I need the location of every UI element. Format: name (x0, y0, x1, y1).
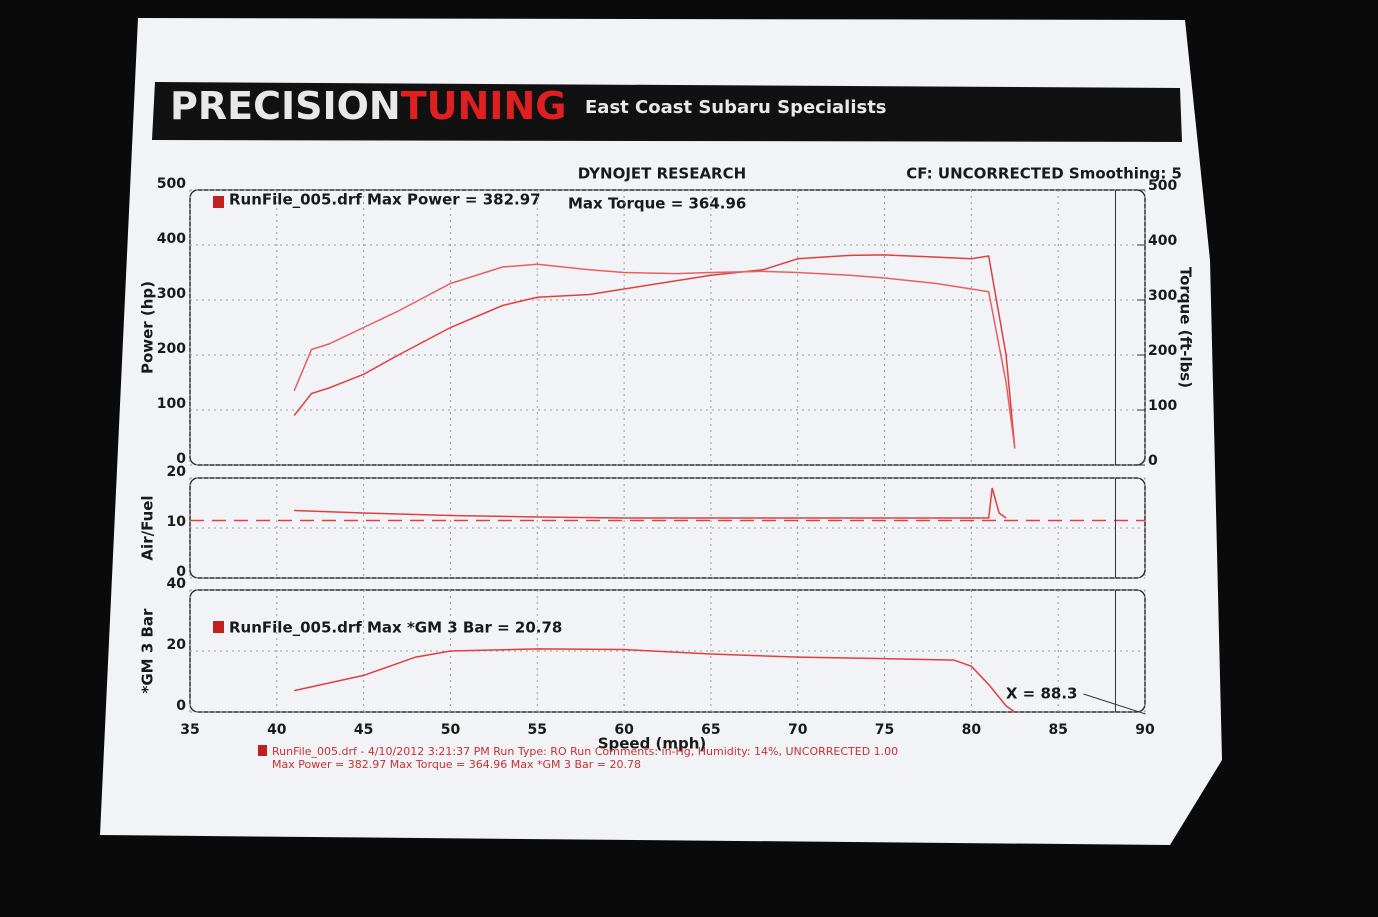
y-tick-label: 0 (176, 564, 186, 580)
y-tick-label: 0 (176, 451, 186, 467)
footer: Max Power = 382.97 Max Torque = 364.96 M… (272, 758, 641, 771)
y-tick-label: 20 (167, 464, 187, 480)
y-tick-label: 20 (167, 637, 187, 653)
tagline: East Coast Subaru Specialists (585, 97, 887, 118)
legend-text: RunFile_005.drf Max Power = 382.97 (229, 191, 541, 209)
paper (100, 18, 1222, 845)
x-tick-label: 65 (701, 722, 720, 738)
annotation: CF: UNCORRECTED Smoothing: 5 (906, 165, 1182, 183)
x-axis-label: Speed (mph) (598, 735, 707, 753)
y-tick-label: 10 (167, 514, 187, 530)
brand: PRECISIONTUNING (170, 84, 566, 128)
series-line (294, 648, 1016, 713)
chart-title: DYNOJET RESEARCH (578, 165, 746, 183)
x-tick-label: 60 (614, 722, 634, 738)
series-line (293, 263, 1016, 449)
legend-swatch (213, 621, 224, 633)
legend-text: Max Torque = 364.96 (568, 195, 746, 213)
series-line (294, 487, 1007, 519)
cursor-pointer (1083, 693, 1146, 715)
y2-tick-label: 400 (1148, 233, 1177, 249)
y-tick-label: 40 (167, 576, 187, 592)
x-tick-label: 35 (180, 722, 199, 738)
y-tick-label: 400 (157, 231, 186, 247)
banner (152, 82, 1182, 142)
y-tick-label: 100 (157, 396, 186, 412)
x-tick-label: 55 (528, 722, 547, 738)
y-axis-label: *GM 3 Bar (139, 608, 157, 694)
y2-tick-label: 500 (1148, 178, 1177, 194)
y-tick-label: 0 (176, 698, 186, 714)
y2-tick-label: 300 (1148, 288, 1177, 304)
x-tick-label: 80 (962, 722, 982, 738)
x-tick-label: 90 (1135, 722, 1155, 738)
legend-text: RunFile_005.drf Max *GM 3 Bar = 20.78 (229, 619, 562, 637)
x-tick-label: 85 (1048, 722, 1067, 738)
y2-tick-label: 0 (1148, 453, 1158, 469)
footer: RunFile_005.drf - 4/10/2012 3:21:37 PM R… (272, 745, 898, 758)
cursor-label: X = 88.3 (1006, 685, 1078, 703)
x-tick-label: 40 (267, 722, 287, 738)
y2-tick-label: 200 (1148, 343, 1177, 359)
footer-swatch (258, 745, 267, 756)
y2-tick-label: 100 (1148, 398, 1177, 414)
legend-swatch (213, 196, 224, 208)
y-tick-label: 300 (157, 286, 186, 302)
x-tick-label: 70 (788, 722, 808, 738)
series-line (293, 254, 1016, 449)
x-tick-label: 50 (441, 722, 461, 738)
y2-axis-label: Torque (ft-lbs) (1177, 267, 1195, 388)
y-axis-label: Air/Fuel (139, 495, 157, 560)
y-tick-label: 500 (157, 176, 186, 192)
x-tick-label: 45 (354, 722, 373, 738)
plot-frame (189, 189, 1146, 466)
x-tick-label: 75 (875, 722, 894, 738)
y-tick-label: 200 (157, 341, 186, 357)
y-axis-label: Power (hp) (139, 281, 157, 374)
